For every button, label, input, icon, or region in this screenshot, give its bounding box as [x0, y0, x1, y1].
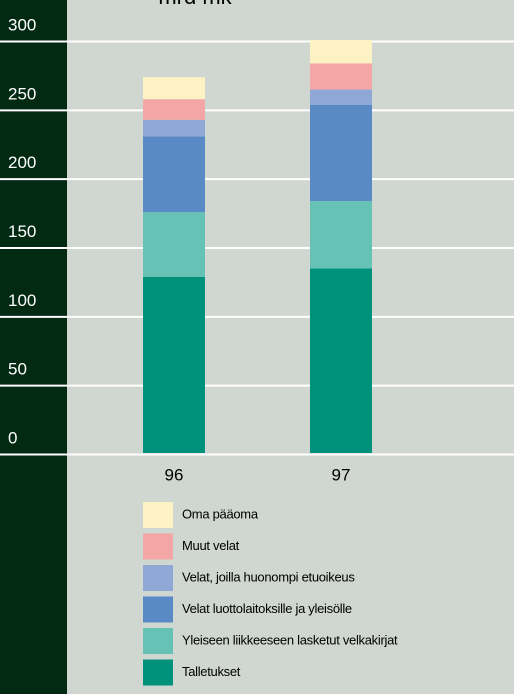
bar-segment	[310, 63, 372, 90]
bar-segment	[143, 212, 205, 277]
axis-strip	[0, 0, 67, 694]
bar-segment	[143, 77, 205, 100]
bar-segment	[310, 40, 372, 64]
x-tick-label: 97	[332, 465, 351, 484]
legend-label: Oma pääoma	[182, 506, 259, 521]
bar-segment	[310, 201, 372, 269]
y-tick-label: 150	[8, 222, 36, 241]
legend-label: Velat luottolaitoksille ja yleisölle	[182, 601, 352, 616]
y-tick-label: 0	[8, 428, 17, 447]
y-tick-label: 200	[8, 153, 36, 172]
y-tick-label: 100	[8, 291, 36, 310]
bar-segment	[143, 119, 205, 137]
bar-segment	[143, 276, 205, 453]
legend-label: Velat, joilla huonompi etuoikeus	[182, 569, 355, 584]
legend-label: Muut velat	[182, 538, 240, 553]
chart-title: mrd mk	[158, 0, 232, 9]
bar-segment	[143, 136, 205, 213]
bar-segment	[143, 99, 205, 120]
legend-swatch	[143, 565, 173, 591]
y-tick-label: 250	[8, 84, 36, 103]
bar-segment	[310, 89, 372, 105]
legend-swatch	[143, 502, 173, 528]
bar-segment	[310, 104, 372, 202]
legend-swatch	[143, 628, 173, 654]
y-tick-label: 50	[8, 360, 27, 379]
bar-segment	[310, 268, 372, 453]
x-tick-label: 96	[165, 465, 184, 484]
legend-label: Talletukset	[182, 664, 241, 679]
y-tick-label: 300	[8, 15, 36, 34]
legend-label: Yleiseen liikkeeseen lasketut velkakirja…	[182, 632, 398, 647]
legend-swatch	[143, 596, 173, 623]
legend-swatch	[143, 533, 173, 560]
legend-swatch	[143, 659, 173, 686]
